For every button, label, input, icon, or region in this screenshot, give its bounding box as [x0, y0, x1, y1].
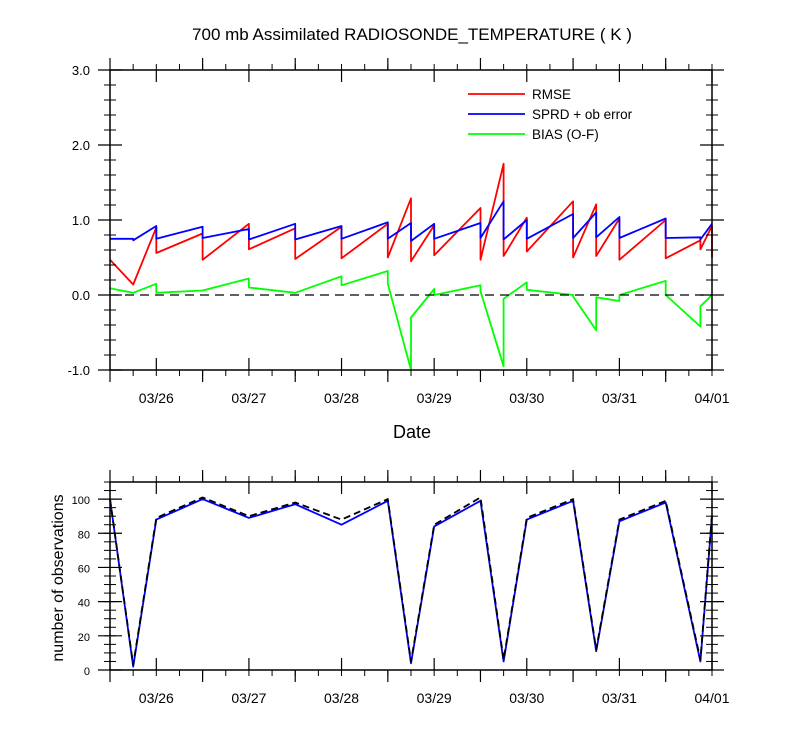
x-axis-label: Date: [393, 422, 431, 442]
legend-label: RMSE: [532, 87, 571, 102]
bottom-ticks: 03/26 03/27 03/28 03/29 03/30 03/31 04/01 0 20 40…: [72, 470, 730, 706]
x-tick-label: 03/26: [139, 390, 174, 406]
x-tick-label: 03/27: [231, 390, 266, 406]
obs-series-line-0: [109, 498, 713, 668]
x-tick-label: 03/28: [324, 390, 359, 406]
top-ticks: 03/26 03/27 03/28 03/29 03/30 03/31 04/01 -1.0 0…: [68, 58, 730, 406]
y-tick-label: 100: [72, 495, 90, 507]
x-tick-label: 03/31: [602, 390, 637, 406]
y-tick-label: 80: [78, 529, 90, 541]
y-tick-label: -1.0: [68, 363, 90, 378]
legend-label: SPRD + ob error: [532, 107, 633, 122]
y-tick-label: 2.0: [72, 138, 90, 153]
x-tick-label: 04/01: [694, 390, 729, 406]
y-tick-label: 20: [78, 632, 90, 644]
chart-title: 700 mb Assimilated RADIOSONDE_TEMPERATUR…: [192, 25, 632, 44]
y-tick-label: 0: [84, 666, 90, 678]
top-plot-layers: 03/26 03/27 03/28 03/29 03/30 03/31 04/01 -1.0 0…: [68, 58, 730, 406]
y-axis-label-observations: number of observations: [50, 494, 67, 661]
legend-label: BIAS (O-F): [532, 127, 599, 142]
y-tick-label: 3.0: [72, 63, 90, 78]
series-line-1: [110, 200, 713, 242]
x-tick-label: 03/29: [417, 690, 452, 706]
x-tick-label: 03/28: [324, 690, 359, 706]
bottom-plot-frame: [109, 481, 713, 671]
obs-series-line-1: [109, 496, 713, 666]
bottom-plot-layers: 03/26 03/27 03/28 03/29 03/30 03/31 04/01 0 20 40…: [72, 470, 730, 706]
y-tick-label: 0.0: [72, 288, 90, 303]
x-tick-label: 03/27: [231, 690, 266, 706]
x-tick-label: 03/26: [139, 690, 174, 706]
y-tick-label: 60: [78, 563, 90, 575]
x-tick-label: 03/31: [602, 690, 637, 706]
y-tick-label: 40: [78, 598, 90, 610]
legend: RMSE SPRD + ob error BIAS (O-F): [468, 87, 633, 142]
x-tick-label: 03/29: [417, 390, 452, 406]
x-tick-label: 03/30: [509, 690, 544, 706]
series-line-2: [109, 270, 713, 371]
bottom-series-layer: [109, 496, 713, 668]
top-series-layer: [109, 162, 713, 371]
x-tick-label: 03/30: [509, 390, 544, 406]
y-tick-label: 1.0: [72, 213, 90, 228]
x-tick-label: 04/01: [694, 690, 729, 706]
